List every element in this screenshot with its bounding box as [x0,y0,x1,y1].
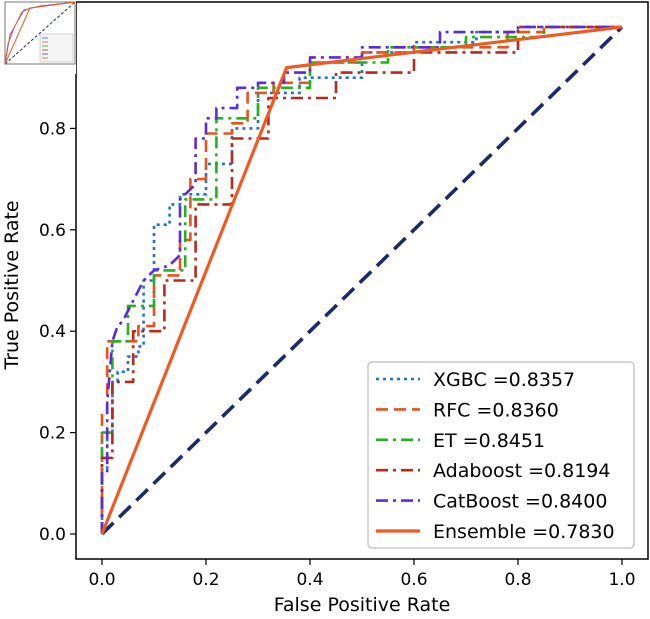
legend-label-rfc: RFC =0.8360 [433,399,559,421]
legend-label-et: ET =0.8451 [433,430,545,452]
legend: XGBC =0.8357 RFC =0.8360 ET =0.8451 Adaboos… [367,361,635,549]
legend-entries: XGBC =0.8357 RFC =0.8360 ET =0.8451 Adaboos… [376,369,615,543]
x-tick-label: 0.2 [192,570,219,590]
x-tick-label: 0.4 [296,570,323,590]
roc-line-xgbc [100,25,622,534]
legend-label-ensemble: Ensemble =0.7830 [433,521,615,543]
y-tick-label: 0.0 [39,525,66,545]
x-tick-label: 0.0 [88,570,115,590]
x-axis-label: False Positive Rate [274,594,451,616]
legend-box [367,361,635,549]
legend-label-adaboost: Adaboost =0.8194 [433,460,610,482]
roc-line-ensemble [100,25,623,535]
series-layer [100,25,624,536]
legend-label-catboost: CatBoost =0.8400 [433,491,607,513]
x-tick-label: 0.6 [400,570,427,590]
roc-line-rfc [100,25,622,534]
x-tick-label: 1.0 [608,570,635,590]
y-tick-label: 0.6 [39,221,66,241]
legend-label-xgbc: XGBC =0.8357 [433,369,575,391]
plot-frame [75,1,649,560]
x-tick-label: 0.8 [504,570,531,590]
y-tick-label: 0.8 [39,119,66,139]
reference-diagonal-line [100,25,624,536]
tick-layer: 0.0 0.2 0.4 0.6 0.8 1.0 0.0 0.2 0.4 0.6 0.8 [39,119,636,590]
thumbnail-inset [0,0,76,74]
y-tick-label: 0.2 [39,424,66,444]
y-tick-label: 0.4 [39,322,66,342]
y-axis-label: True Positive Rate [1,200,23,370]
